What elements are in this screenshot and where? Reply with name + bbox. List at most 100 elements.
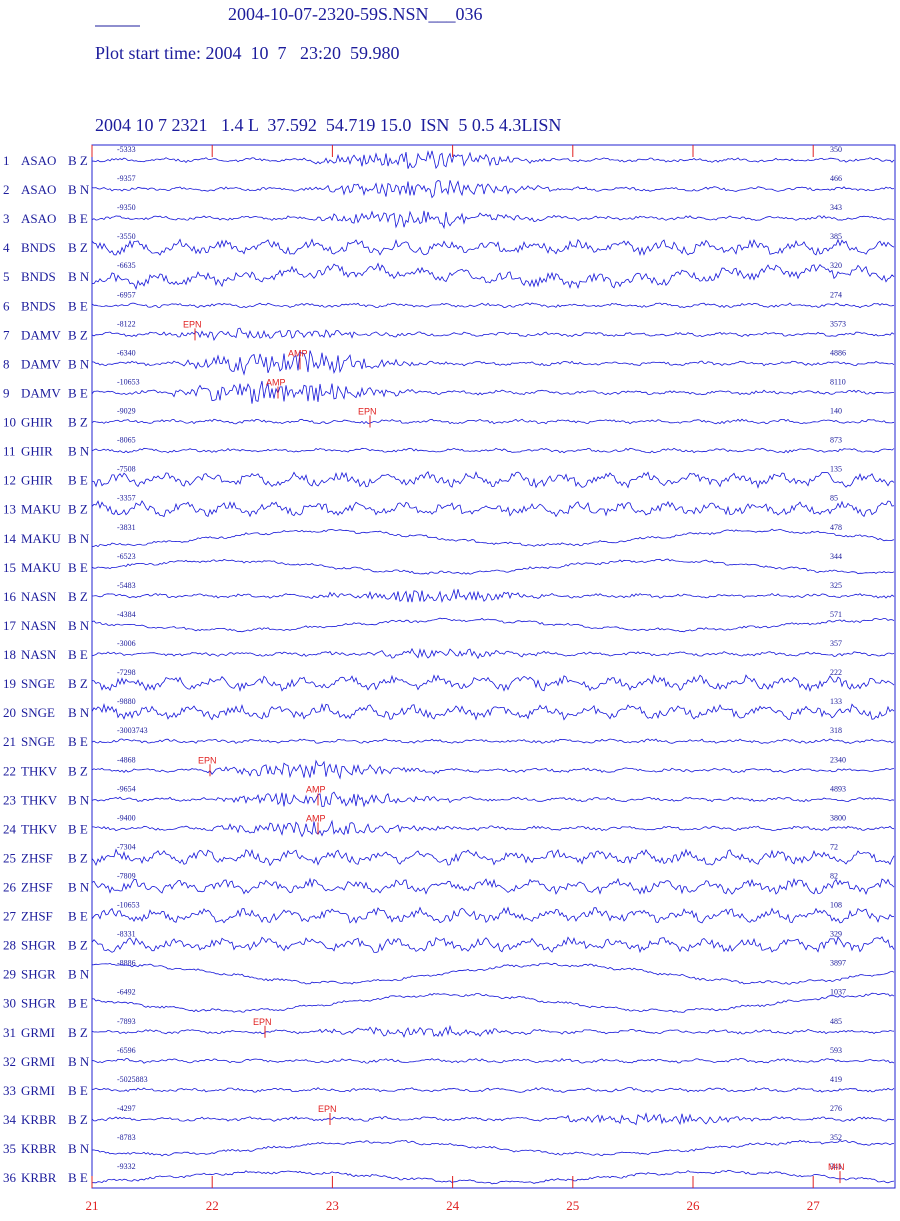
- amp-min: -10653: [117, 377, 140, 386]
- amp-max: 385: [830, 232, 842, 241]
- time-label: 26: [687, 1198, 701, 1213]
- station: BNDS: [21, 298, 56, 313]
- pick-label: EPN: [318, 1104, 337, 1114]
- waveform: [91, 674, 895, 693]
- station: NASN: [21, 647, 57, 662]
- trace-number: 32: [3, 1054, 16, 1069]
- waveform: [91, 702, 895, 721]
- channel: B Z: [68, 327, 88, 342]
- start-time: Plot start time: 2004 10 7 23:20 59.980: [95, 43, 400, 63]
- amp-max: 341: [830, 1162, 842, 1171]
- waveform: [91, 877, 895, 895]
- station: ASAO: [21, 182, 56, 197]
- station: GRMI: [21, 1025, 55, 1040]
- amp-min: -3831: [117, 523, 136, 532]
- waveform: [91, 447, 895, 454]
- channel: B E: [68, 1170, 88, 1185]
- channel: B Z: [68, 850, 88, 865]
- waveform: [91, 992, 895, 1013]
- pick-label: MIN: [828, 1162, 845, 1172]
- waveform: [91, 848, 895, 867]
- waveform: [91, 617, 895, 633]
- channel: B Z: [68, 938, 88, 953]
- time-label: 22: [206, 1198, 219, 1213]
- station: ASAO: [21, 211, 56, 226]
- amp-min: -6596: [117, 1046, 136, 1055]
- channel: B N: [68, 967, 90, 982]
- trace-number: 31: [3, 1025, 16, 1040]
- station: MAKU: [21, 531, 61, 546]
- trace-number: 4: [3, 240, 10, 255]
- waveform: [91, 558, 895, 575]
- channel: B Z: [68, 1025, 88, 1040]
- amp-min: -3003743: [117, 726, 148, 735]
- channel: B Z: [68, 589, 88, 604]
- channel: B E: [68, 647, 88, 662]
- station: DAMV: [21, 327, 61, 342]
- amp-min: -9654: [117, 784, 136, 793]
- amp-min: -10653: [117, 901, 140, 910]
- trace-number: 1: [3, 153, 10, 168]
- amp-min: -5025883: [117, 1075, 148, 1084]
- amp-max: 82: [830, 872, 838, 881]
- pick-label: EPN: [253, 1017, 272, 1027]
- trace-number: 25: [3, 850, 16, 865]
- time-label: 25: [566, 1198, 579, 1213]
- amp-max: 4893: [830, 784, 846, 793]
- station: THKV: [21, 792, 58, 807]
- waveform: [91, 1139, 895, 1157]
- plot-title: 2004-10-07-2320-59S.NSN___036: [228, 4, 483, 24]
- amp-min: -9880: [117, 697, 136, 706]
- station: THKV: [21, 821, 58, 836]
- amp-min: -5333: [117, 145, 136, 154]
- channel: B Z: [68, 415, 88, 430]
- trace-number: 23: [3, 792, 16, 807]
- station: THKV: [21, 763, 58, 778]
- station: DAMV: [21, 385, 61, 400]
- trace-number: 14: [3, 531, 17, 546]
- amp-min: -7809: [117, 872, 136, 881]
- amp-max: 344: [830, 552, 842, 561]
- amp-min: -8783: [117, 1133, 136, 1142]
- channel: B Z: [68, 676, 88, 691]
- amp-max: 325: [830, 581, 842, 590]
- channel: B N: [68, 792, 90, 807]
- trace-number: 22: [3, 763, 16, 778]
- channel: B E: [68, 560, 88, 575]
- channel: B E: [68, 1083, 88, 1098]
- station: SNGE: [21, 705, 55, 720]
- station: SHGR: [21, 938, 56, 953]
- amp-max: 352: [830, 1133, 842, 1142]
- amp-max: 320: [830, 261, 842, 270]
- trace-number: 18: [3, 647, 16, 662]
- amp-max: 140: [830, 407, 842, 416]
- channel: B Z: [68, 240, 88, 255]
- amp-min: -9029: [117, 407, 136, 416]
- station: MAKU: [21, 502, 61, 517]
- trace-number: 6: [3, 298, 10, 313]
- amp-min: -8886: [117, 959, 136, 968]
- amp-min: -6340: [117, 348, 136, 357]
- event-line: 2004 10 7 2321 1.4 L 37.592 54.719 15.0 …: [95, 115, 561, 135]
- channel: B E: [68, 734, 88, 749]
- channel: B N: [68, 1054, 90, 1069]
- amp-max: 318: [830, 726, 842, 735]
- trace-number: 29: [3, 967, 16, 982]
- amp-max: 133: [830, 697, 842, 706]
- amp-max: 4886: [830, 348, 846, 357]
- amp-min: -9357: [117, 174, 136, 183]
- pick-label: AMP: [288, 348, 308, 358]
- amp-max: 3800: [830, 813, 846, 822]
- channel: B E: [68, 996, 88, 1011]
- waveform: [91, 262, 895, 291]
- waveform: [92, 819, 895, 838]
- waveform: [91, 302, 895, 309]
- amp-min: -8122: [117, 319, 136, 328]
- station: GHIR: [21, 415, 53, 430]
- amp-max: 135: [830, 465, 842, 474]
- trace-number: 9: [3, 385, 10, 400]
- waveform: [91, 1112, 895, 1126]
- trace-number: 20: [3, 705, 16, 720]
